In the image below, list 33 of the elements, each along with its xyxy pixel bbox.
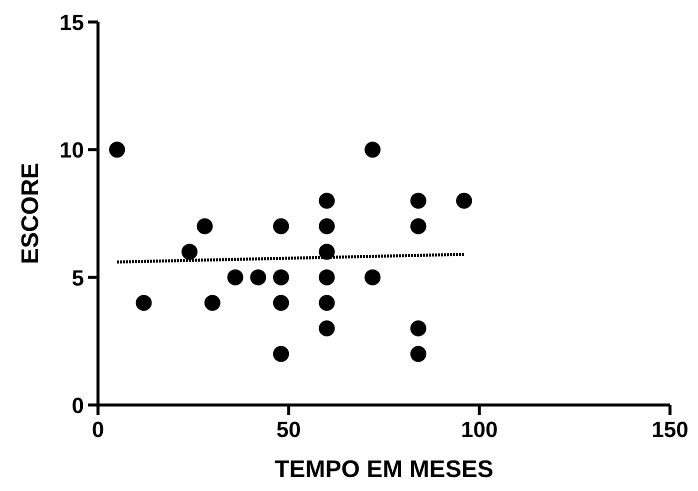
point: [410, 320, 426, 336]
x-tick-label: 100: [460, 417, 498, 442]
point: [204, 294, 220, 311]
x-axis-title: TEMPO EM MESES: [274, 456, 494, 483]
point: [273, 294, 290, 311]
x-tick-label: 50: [276, 417, 301, 442]
point: [273, 218, 290, 234]
point: [410, 218, 426, 234]
point: [364, 142, 381, 158]
point: [318, 294, 335, 311]
point: [318, 320, 335, 336]
point: [250, 269, 266, 286]
x-tick-label: 0: [92, 417, 104, 442]
point: [318, 192, 335, 209]
y-tick-label: 10: [60, 138, 84, 163]
point: [227, 269, 244, 286]
y-tick-label: 0: [72, 393, 84, 418]
point: [364, 269, 381, 286]
point: [410, 192, 426, 209]
y-tick-label: 5: [72, 265, 84, 290]
point: [109, 142, 126, 158]
y-tick-label: 15: [60, 10, 84, 35]
point: [273, 346, 290, 362]
point: [273, 269, 290, 286]
point: [318, 218, 335, 234]
point: [196, 218, 213, 234]
point: [456, 192, 472, 209]
x-tick-label: 150: [652, 417, 688, 442]
point: [318, 269, 335, 286]
point: [410, 346, 426, 362]
y-axis-title: ESCORE: [17, 162, 44, 264]
point: [182, 244, 198, 260]
point: [136, 294, 152, 311]
